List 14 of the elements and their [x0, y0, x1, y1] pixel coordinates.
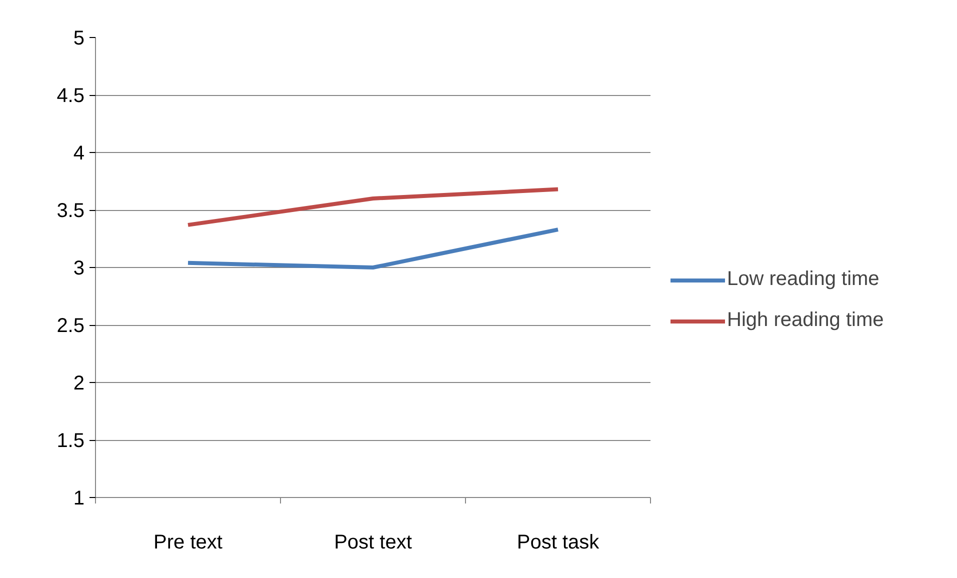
legend-label: High reading time [727, 309, 884, 332]
legend-label: Low reading time [727, 268, 880, 291]
y-tick-label: 5 [73, 28, 84, 50]
y-tick-label: 1.5 [56, 430, 85, 452]
x-tick-label: Pre text [154, 532, 223, 554]
x-tick-label: Post task [516, 532, 600, 554]
y-tick-label: 2.5 [56, 315, 85, 337]
y-tick-label: 1 [73, 488, 84, 510]
y-tick-label: 3 [73, 258, 84, 280]
y-tick-label: 2 [73, 372, 84, 394]
y-tick-label: 4 [73, 142, 84, 164]
y-tick-label: 3.5 [56, 200, 85, 222]
x-tick-label: Post text [334, 532, 412, 554]
y-tick-label: 4.5 [56, 85, 85, 107]
